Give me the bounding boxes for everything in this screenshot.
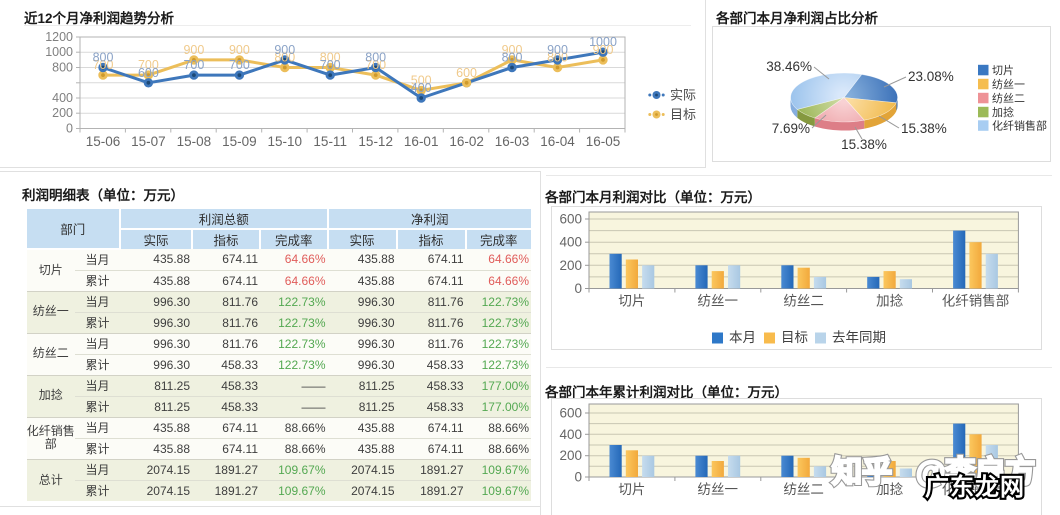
- svg-text:目标: 目标: [781, 330, 808, 345]
- svg-text:600: 600: [456, 66, 477, 80]
- svg-text:700: 700: [93, 58, 114, 72]
- svg-text:15-07: 15-07: [131, 134, 166, 149]
- svg-text:化纤销售部: 化纤销售部: [992, 119, 1047, 133]
- svg-text:200: 200: [52, 106, 73, 120]
- svg-text:1200: 1200: [45, 30, 73, 44]
- svg-text:加捻: 加捻: [992, 105, 1014, 119]
- svg-text:800: 800: [274, 51, 295, 65]
- svg-text:400: 400: [559, 235, 582, 250]
- svg-text:900: 900: [183, 43, 204, 57]
- svg-text:切片: 切片: [992, 64, 1014, 77]
- svg-text:16-01: 16-01: [404, 134, 439, 149]
- svg-text:切片: 切片: [618, 294, 645, 309]
- svg-text:15.38%: 15.38%: [901, 121, 947, 136]
- svg-text:纺丝一: 纺丝一: [698, 482, 739, 497]
- svg-text:900: 900: [274, 43, 295, 57]
- svg-text:本月: 本月: [729, 330, 756, 345]
- svg-text:400: 400: [52, 91, 73, 105]
- svg-text:400: 400: [411, 81, 432, 95]
- svg-text:16-05: 16-05: [586, 134, 621, 149]
- svg-text:900: 900: [229, 43, 250, 57]
- svg-text:800: 800: [547, 51, 568, 65]
- svg-text:15-11: 15-11: [313, 134, 347, 149]
- svg-text:7.69%: 7.69%: [772, 121, 810, 136]
- svg-text:加捻: 加捻: [876, 294, 904, 309]
- svg-text:15-12: 15-12: [358, 134, 393, 149]
- svg-text:800: 800: [365, 51, 386, 65]
- svg-text:0: 0: [574, 470, 582, 485]
- svg-text:900: 900: [593, 43, 614, 57]
- svg-text:纺丝二: 纺丝二: [992, 91, 1025, 105]
- svg-text:15.38%: 15.38%: [841, 137, 887, 152]
- svg-text:700: 700: [138, 58, 159, 72]
- svg-text:38.46%: 38.46%: [766, 59, 812, 74]
- svg-text:800: 800: [93, 51, 114, 65]
- svg-text:纺丝一: 纺丝一: [992, 77, 1025, 91]
- svg-text:切片: 切片: [618, 482, 645, 497]
- svg-text:23.08%: 23.08%: [908, 69, 954, 84]
- svg-text:化纤销售部: 化纤销售部: [942, 482, 1010, 497]
- svg-text:500: 500: [411, 73, 432, 87]
- svg-text:700: 700: [365, 58, 386, 72]
- svg-text:800: 800: [320, 51, 341, 65]
- svg-text:1000: 1000: [589, 35, 617, 49]
- svg-text:900: 900: [502, 43, 523, 57]
- svg-text:16-04: 16-04: [540, 134, 575, 149]
- svg-text:去年同期: 去年同期: [832, 330, 886, 345]
- svg-text:200: 200: [559, 448, 582, 463]
- svg-text:16-02: 16-02: [449, 134, 484, 149]
- svg-text:700: 700: [320, 58, 341, 72]
- svg-text:600: 600: [138, 66, 159, 80]
- svg-text:化纤销售部: 化纤销售部: [942, 294, 1010, 309]
- svg-text:纺丝二: 纺丝二: [783, 294, 824, 309]
- svg-text:实际: 实际: [670, 88, 696, 103]
- svg-text:0: 0: [66, 122, 73, 136]
- svg-text:15-08: 15-08: [177, 134, 212, 149]
- svg-text:16-03: 16-03: [495, 134, 530, 149]
- svg-text:200: 200: [559, 258, 582, 273]
- svg-text:15-06: 15-06: [86, 134, 121, 149]
- svg-text:600: 600: [559, 406, 582, 421]
- svg-text:纺丝一: 纺丝一: [698, 294, 739, 309]
- svg-text:目标: 目标: [670, 107, 696, 122]
- svg-text:700: 700: [229, 58, 250, 72]
- svg-text:纺丝二: 纺丝二: [783, 482, 824, 497]
- svg-text:800: 800: [52, 61, 73, 75]
- svg-text:900: 900: [547, 43, 568, 57]
- svg-text:0: 0: [574, 281, 582, 296]
- svg-text:400: 400: [559, 427, 582, 442]
- svg-text:800: 800: [502, 51, 523, 65]
- svg-text:700: 700: [183, 58, 204, 72]
- svg-text:15-09: 15-09: [222, 134, 257, 149]
- svg-text:15-10: 15-10: [268, 134, 303, 149]
- svg-text:1000: 1000: [45, 45, 73, 59]
- svg-text:加捻: 加捻: [876, 482, 904, 497]
- svg-text:600: 600: [559, 212, 582, 227]
